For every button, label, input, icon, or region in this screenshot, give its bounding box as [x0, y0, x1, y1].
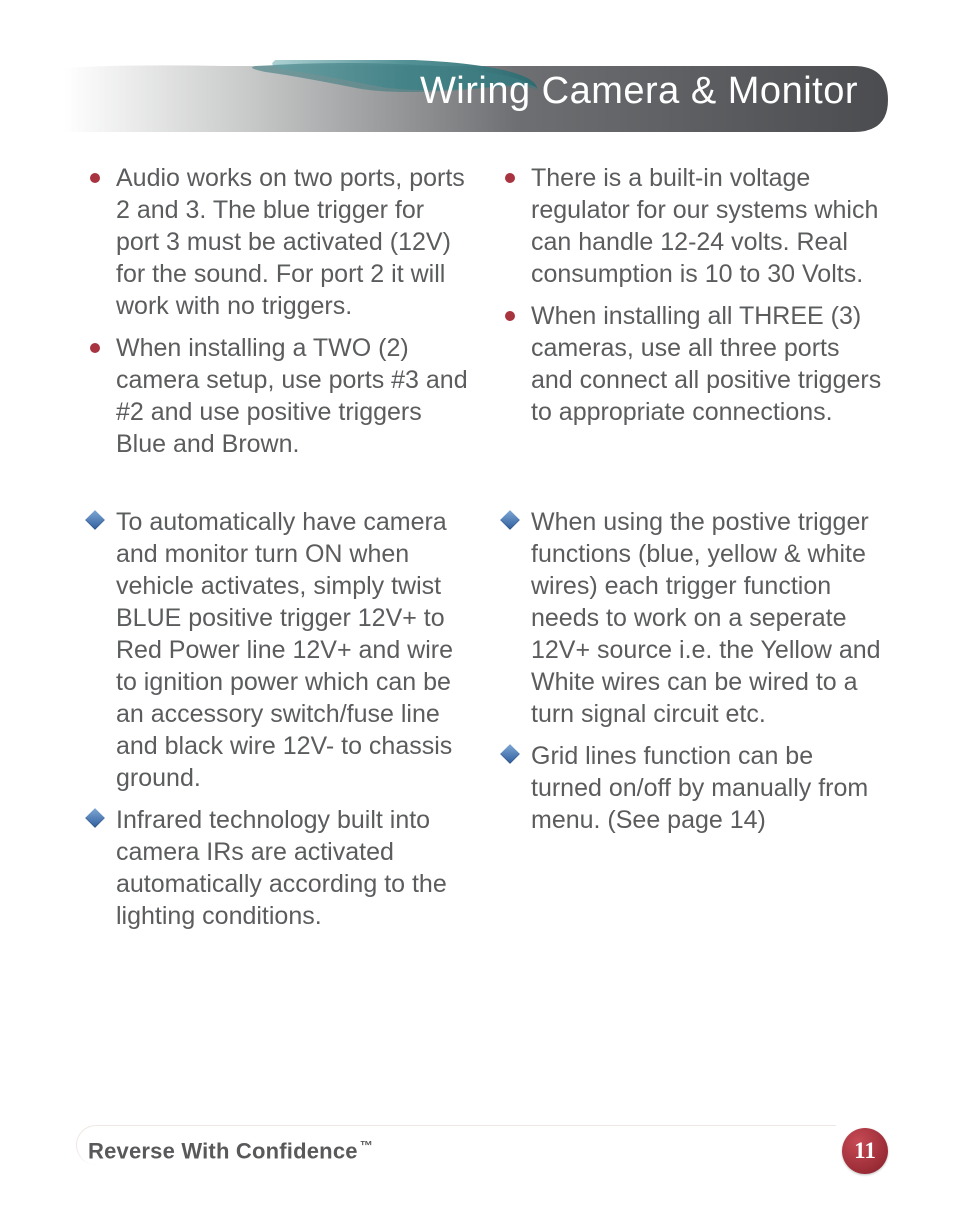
bottom-right-list: When using the postive trigger functions…: [505, 506, 884, 836]
list-item: Grid lines function can be turned on/off…: [505, 740, 884, 836]
list-item: When installing a TWO (2) camera setup, …: [90, 332, 469, 460]
bottom-right-column: When using the postive trigger functions…: [505, 506, 884, 942]
footer-tagline: Reverse With Confidence™: [76, 1138, 373, 1164]
bottom-left-list: To automatically have camera and monitor…: [90, 506, 469, 932]
bottom-section: To automatically have camera and monitor…: [90, 506, 884, 942]
top-section: Audio works on two ports, ports 2 and 3.…: [90, 162, 884, 470]
page-number-badge: 11: [842, 1128, 888, 1174]
top-right-list: There is a built-in voltage regulator fo…: [505, 162, 884, 428]
list-item: To automatically have camera and monitor…: [90, 506, 469, 794]
list-item: When using the postive trigger functions…: [505, 506, 884, 730]
list-item: Infrared technology built into camera IR…: [90, 804, 469, 932]
list-item: There is a built-in voltage regulator fo…: [505, 162, 884, 290]
page-number: 11: [854, 1138, 876, 1164]
list-item: When installing all THREE (3) cameras, u…: [505, 300, 884, 428]
bottom-left-column: To automatically have camera and monitor…: [90, 506, 469, 942]
top-left-column: Audio works on two ports, ports 2 and 3.…: [90, 162, 469, 470]
page-footer: Reverse With Confidence™ 11: [76, 1129, 888, 1173]
trademark-symbol: ™: [360, 1138, 373, 1153]
top-left-list: Audio works on two ports, ports 2 and 3.…: [90, 162, 469, 460]
top-right-column: There is a built-in voltage regulator fo…: [505, 162, 884, 470]
list-item: Audio works on two ports, ports 2 and 3.…: [90, 162, 469, 322]
tagline-text: Reverse With Confidence: [88, 1138, 358, 1163]
header-title: Wiring Camera & Monitor: [420, 70, 858, 113]
header-band: Wiring Camera & Monitor: [64, 60, 890, 134]
page-container: Wiring Camera & Monitor Audio works on t…: [0, 0, 954, 1219]
